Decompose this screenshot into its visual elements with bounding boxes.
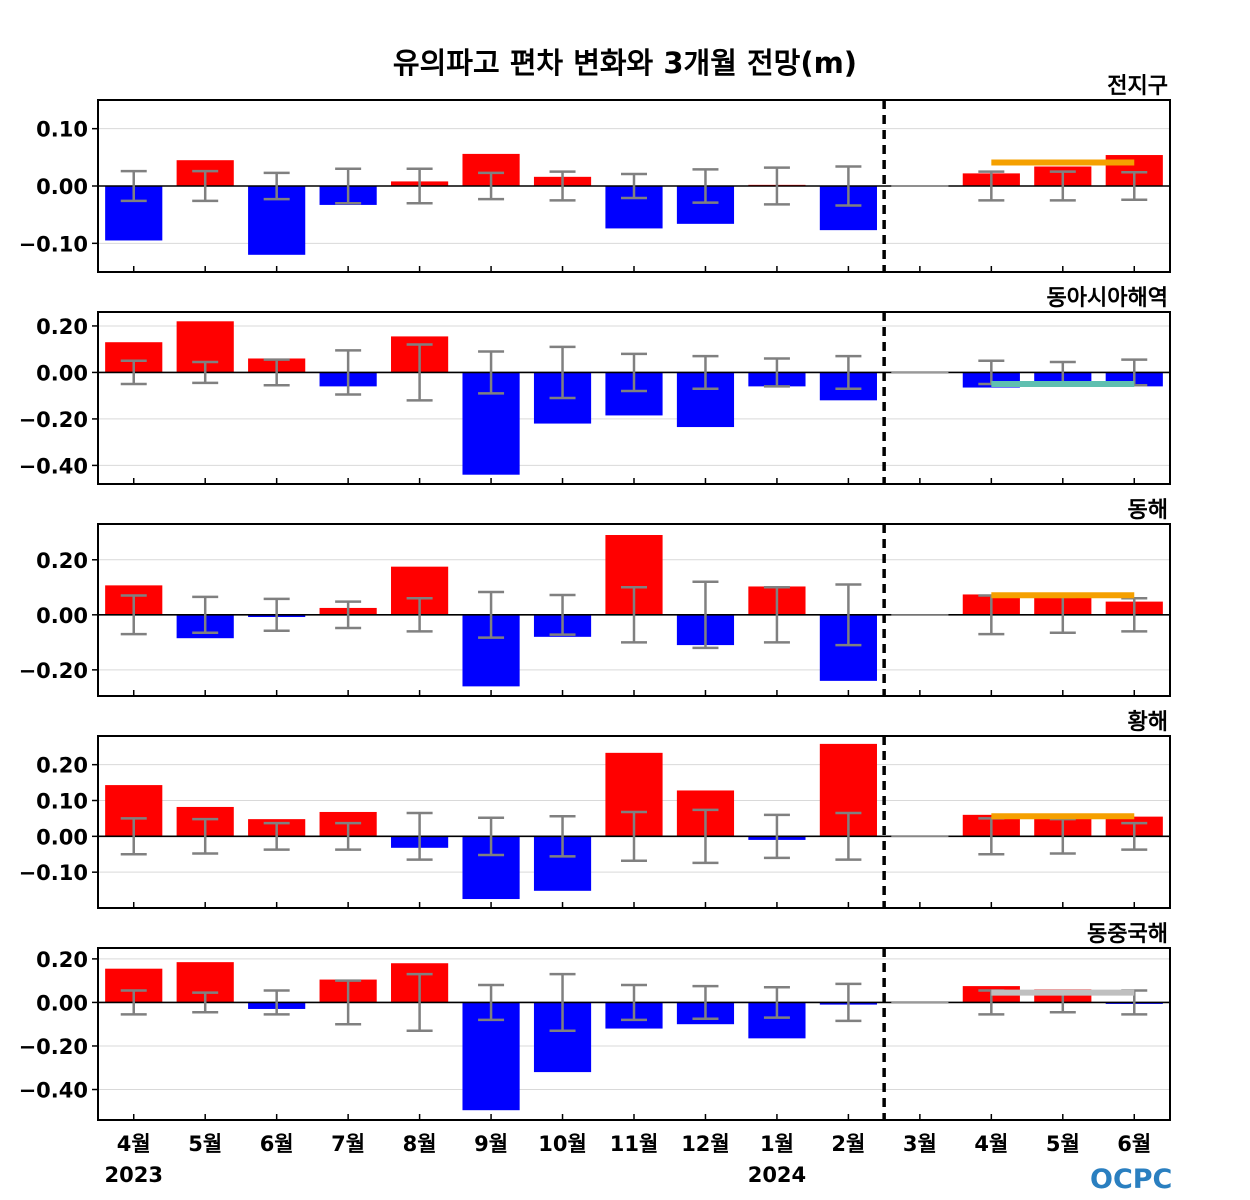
panel-frame bbox=[97, 99, 1171, 273]
x-tick-label: 10월 bbox=[538, 1132, 587, 1156]
panel-title: 황해 bbox=[1128, 710, 1168, 735]
year-label: 2024 bbox=[748, 1163, 806, 1187]
y-tick-label: 0.20 bbox=[36, 315, 88, 339]
y-tick-label: −0.40 bbox=[19, 1079, 88, 1103]
y-tick-label: 0.10 bbox=[36, 790, 88, 814]
x-tick-label: 6월 bbox=[260, 1132, 294, 1156]
panel-5: 동중국해 0.20 0.00 −0.20 −0.40 bbox=[19, 922, 1171, 1121]
x-tick-label: 6월 bbox=[1117, 1132, 1151, 1156]
panel-frame bbox=[97, 523, 1171, 697]
panel-3: 동해 0.20 0.00 −0.20 bbox=[19, 498, 1171, 697]
panel-title: 동해 bbox=[1128, 498, 1168, 523]
y-tick-label: 0.00 bbox=[36, 991, 88, 1015]
x-tick-label: 9월 bbox=[474, 1132, 508, 1156]
y-tick-label: 0.20 bbox=[36, 948, 88, 972]
y-tick-label: 0.00 bbox=[36, 175, 88, 199]
x-tick-label: 12월 bbox=[681, 1132, 730, 1156]
panel-frame bbox=[97, 735, 1171, 909]
y-tick-label: 0.10 bbox=[36, 118, 88, 142]
x-tick-label: 7월 bbox=[331, 1132, 365, 1156]
y-tick-label: 0.00 bbox=[36, 361, 88, 385]
panel-title: 전지구 bbox=[1107, 74, 1168, 99]
x-tick-label: 4월 bbox=[117, 1132, 151, 1156]
panel-frame bbox=[97, 947, 1171, 1121]
y-tick-label: −0.20 bbox=[19, 1035, 88, 1059]
panel-title: 동중국해 bbox=[1087, 922, 1168, 947]
x-tick-label: 8월 bbox=[403, 1132, 437, 1156]
y-tick-label: −0.40 bbox=[19, 454, 88, 478]
y-tick-label: −0.20 bbox=[19, 659, 88, 683]
y-tick-label: −0.10 bbox=[19, 861, 88, 885]
panel-title: 동아시아해역 bbox=[1047, 286, 1168, 311]
year-label: 2023 bbox=[105, 1163, 163, 1187]
x-tick-label: 3월 bbox=[903, 1132, 937, 1156]
x-tick-label: 1월 bbox=[760, 1132, 794, 1156]
panel-1: 전지구 0.10 0.00 −0.10 bbox=[19, 74, 1171, 273]
y-tick-label: 0.00 bbox=[36, 825, 88, 849]
y-tick-label: −0.10 bbox=[19, 232, 88, 256]
x-tick-label: 4월 bbox=[974, 1132, 1008, 1156]
y-tick-label: 0.20 bbox=[36, 754, 88, 778]
x-tick-label: 2월 bbox=[831, 1132, 865, 1156]
panel-2: 동아시아해역 0.20 0.00 −0.20 −0.40 bbox=[19, 286, 1171, 485]
x-tick-label: 5월 bbox=[1046, 1132, 1080, 1156]
panel-frame bbox=[97, 311, 1171, 485]
ocpc-logo: OCPC bbox=[1090, 1164, 1172, 1195]
chart-title: 유의파고 편차 변화와 3개월 전망(m) bbox=[392, 46, 858, 80]
x-tick-label: 11월 bbox=[610, 1132, 659, 1156]
x-tick-label: 5월 bbox=[188, 1132, 222, 1156]
y-tick-label: −0.20 bbox=[19, 408, 88, 432]
panel-4: 황해 0.20 0.10 0.00 −0.10 bbox=[19, 710, 1171, 909]
logo-text: OCPC bbox=[1090, 1164, 1172, 1195]
y-tick-label: 0.20 bbox=[36, 549, 88, 573]
y-tick-label: 0.00 bbox=[36, 604, 88, 628]
